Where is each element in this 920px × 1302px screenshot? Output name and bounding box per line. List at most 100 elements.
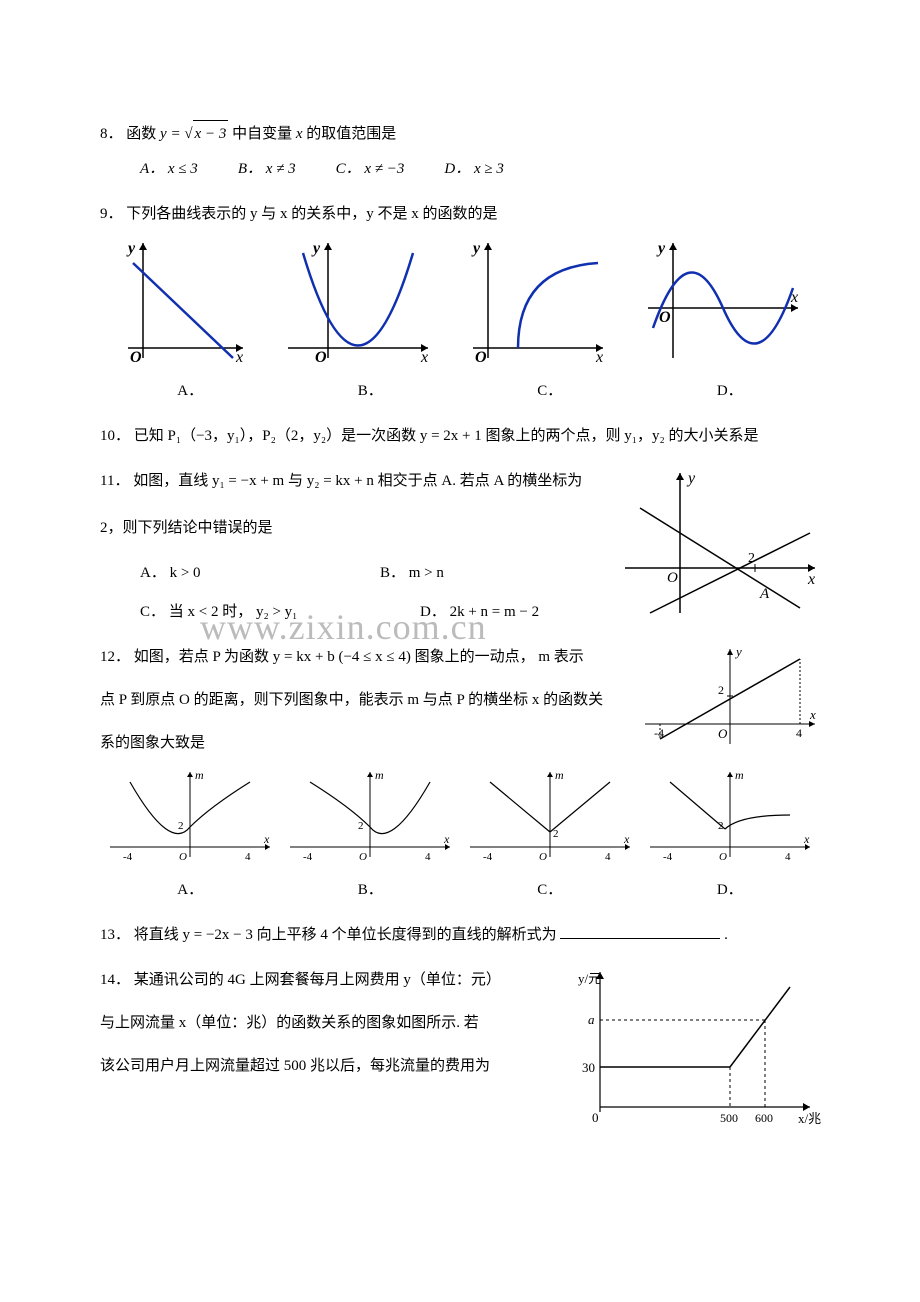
svg-text:O: O bbox=[359, 851, 367, 863]
svg-text:y: y bbox=[734, 644, 742, 659]
question-13: 13． 将直线 y = −2x − 3 向上平移 4 个单位长度得到的直线的解析… bbox=[100, 922, 820, 949]
svg-text:y: y bbox=[311, 240, 321, 257]
svg-text:O: O bbox=[179, 851, 187, 863]
q12-label-d: D． bbox=[717, 877, 743, 904]
q12-opt-b-graph: O x m -44 2 bbox=[285, 767, 455, 867]
question-11: O x y 2 A 11． 如图，直线 y₁ = −x + m 与 y₂ = k… bbox=[100, 468, 820, 626]
svg-text:O: O bbox=[718, 726, 728, 741]
question-10: 10． 已知 P₁（−3，y₁），P₂（2，y₂）是一次函数 y = 2x + … bbox=[100, 423, 820, 450]
question-9: 9． 下列各曲线表示的 y 与 x 的关系中，y 不是 x 的函数的是 x y … bbox=[100, 201, 820, 405]
q12-graph-main: O x y -4 4 2 bbox=[640, 644, 820, 754]
svg-text:4: 4 bbox=[785, 851, 791, 863]
svg-text:y: y bbox=[471, 240, 481, 257]
svg-text:x: x bbox=[807, 571, 815, 588]
q8-text-c: 的取值范围是 bbox=[306, 126, 396, 142]
svg-text:O: O bbox=[475, 349, 487, 366]
svg-text:x: x bbox=[235, 349, 243, 366]
svg-text:m: m bbox=[555, 768, 564, 782]
q9-text: 下列各曲线表示的 y 与 x 的关系中，y 不是 x 的函数的是 bbox=[126, 206, 497, 222]
svg-text:-4: -4 bbox=[123, 851, 133, 863]
svg-text:x: x bbox=[420, 349, 428, 366]
svg-text:x: x bbox=[809, 707, 816, 722]
q12-opt-a-graph: O x m -4 4 2 bbox=[105, 767, 275, 867]
svg-text:a: a bbox=[588, 1012, 595, 1027]
q12-label-a: A． bbox=[177, 877, 203, 904]
svg-text:2: 2 bbox=[748, 551, 755, 566]
q8-text-a: 函数 bbox=[126, 126, 160, 142]
q12-label-c: C． bbox=[537, 877, 562, 904]
svg-text:A: A bbox=[759, 586, 770, 602]
q8-text-b: 中自变量 bbox=[232, 126, 296, 142]
svg-text:2: 2 bbox=[178, 820, 184, 832]
q12-label-b: B． bbox=[358, 877, 383, 904]
question-12: O x y -4 4 2 12． 如图，若点 P 为函数 y = kx + b … bbox=[100, 644, 820, 904]
svg-text:0: 0 bbox=[592, 1110, 599, 1125]
svg-text:x: x bbox=[263, 832, 270, 846]
q12-line1: 如图，若点 P 为函数 y = kx + b (−4 ≤ x ≤ 4) 图象上的… bbox=[134, 649, 584, 665]
q9-num: 9． bbox=[100, 206, 123, 222]
q9-labels: A． B． C． D． bbox=[100, 378, 820, 405]
q8-var: x bbox=[296, 126, 303, 142]
svg-text:2: 2 bbox=[718, 683, 724, 697]
q13-num: 13． bbox=[100, 927, 130, 943]
svg-text:-4: -4 bbox=[303, 851, 313, 863]
svg-text:y: y bbox=[686, 470, 696, 487]
svg-text:500: 500 bbox=[720, 1111, 738, 1125]
svg-text:2: 2 bbox=[358, 820, 364, 832]
svg-text:O: O bbox=[659, 309, 671, 326]
svg-text:m: m bbox=[195, 768, 204, 782]
svg-text:O: O bbox=[130, 349, 142, 366]
q13-blank bbox=[560, 923, 720, 939]
q14-num: 14． bbox=[100, 972, 130, 988]
q13-text-a: 将直线 y = −2x − 3 向上平移 4 个单位长度得到的直线的解析式为 bbox=[134, 927, 557, 943]
q9-graph-b: x y O bbox=[283, 238, 433, 368]
svg-text:4: 4 bbox=[796, 726, 802, 740]
q8-opt-a: A． x ≤ 3 bbox=[140, 156, 198, 183]
q8-options: A． x ≤ 3 B． x ≠ 3 C． x ≠ −3 D． x ≥ 3 bbox=[100, 156, 820, 183]
svg-text:O: O bbox=[719, 851, 727, 863]
q9-label-a: A． bbox=[177, 378, 203, 405]
q11-opt-b: B． m > n bbox=[380, 560, 444, 587]
q10-num: 10． bbox=[100, 428, 130, 444]
q12-option-graphs: O x m -44 2 O x m -44 2 O x m -44 2 bbox=[100, 767, 820, 867]
svg-text:4: 4 bbox=[425, 851, 431, 863]
q9-graph-a: x y O bbox=[118, 238, 248, 368]
svg-text:30: 30 bbox=[582, 1060, 595, 1075]
svg-text:m: m bbox=[735, 768, 744, 782]
svg-text:-4: -4 bbox=[654, 726, 664, 740]
q8-opt-d: D． x ≥ 3 bbox=[444, 156, 503, 183]
question-14: 0 x/兆 y/元 30 a 500 600 14． 某通讯公司的 4G 上网套餐… bbox=[100, 967, 820, 1137]
q12-opt-c-graph: O x m -44 2 bbox=[465, 767, 635, 867]
q13-text-b: . bbox=[724, 927, 728, 943]
q9-graphs: x y O x y O x y O x y O bbox=[100, 238, 820, 368]
svg-text:y: y bbox=[126, 240, 136, 257]
svg-text:y/元: y/元 bbox=[578, 971, 601, 986]
svg-text:-4: -4 bbox=[483, 851, 493, 863]
svg-text:x/兆: x/兆 bbox=[798, 1111, 821, 1126]
q8-opt-b: B． x ≠ 3 bbox=[238, 156, 296, 183]
svg-text:4: 4 bbox=[245, 851, 251, 863]
svg-text:2: 2 bbox=[553, 828, 559, 840]
question-8: 8． 函数 y = √x − 3 中自变量 x 的取值范围是 A． x ≤ 3 … bbox=[100, 120, 820, 183]
q8-num: 8． bbox=[100, 126, 123, 142]
q9-graph-d: x y O bbox=[643, 238, 803, 368]
q8-opt-c: C． x ≠ −3 bbox=[336, 156, 405, 183]
q9-graph-c: x y O bbox=[468, 238, 608, 368]
q14-line1: 某通讯公司的 4G 上网套餐每月上网费用 y（单位：元） bbox=[134, 972, 501, 988]
svg-text:O: O bbox=[539, 851, 547, 863]
svg-text:y: y bbox=[656, 240, 666, 257]
q11-opt-a: A． k > 0 bbox=[140, 560, 320, 587]
svg-text:600: 600 bbox=[755, 1111, 773, 1125]
q11-line1: 如图，直线 y₁ = −x + m 与 y₂ = kx + n 相交于点 A. … bbox=[133, 473, 582, 489]
svg-text:O: O bbox=[667, 570, 678, 586]
svg-text:x: x bbox=[623, 832, 630, 846]
q9-label-d: D． bbox=[717, 378, 743, 405]
q14-graph: 0 x/兆 y/元 30 a 500 600 bbox=[570, 967, 820, 1137]
svg-text:m: m bbox=[375, 768, 384, 782]
q9-label-b: B． bbox=[358, 378, 383, 405]
svg-text:-4: -4 bbox=[663, 851, 673, 863]
q9-label-c: C． bbox=[537, 378, 562, 405]
svg-text:O: O bbox=[315, 349, 327, 366]
q10-text: 已知 P₁（−3，y₁），P₂（2，y₂）是一次函数 y = 2x + 1 图象… bbox=[134, 428, 759, 444]
q8-formula: y = √x − 3 bbox=[160, 126, 228, 142]
